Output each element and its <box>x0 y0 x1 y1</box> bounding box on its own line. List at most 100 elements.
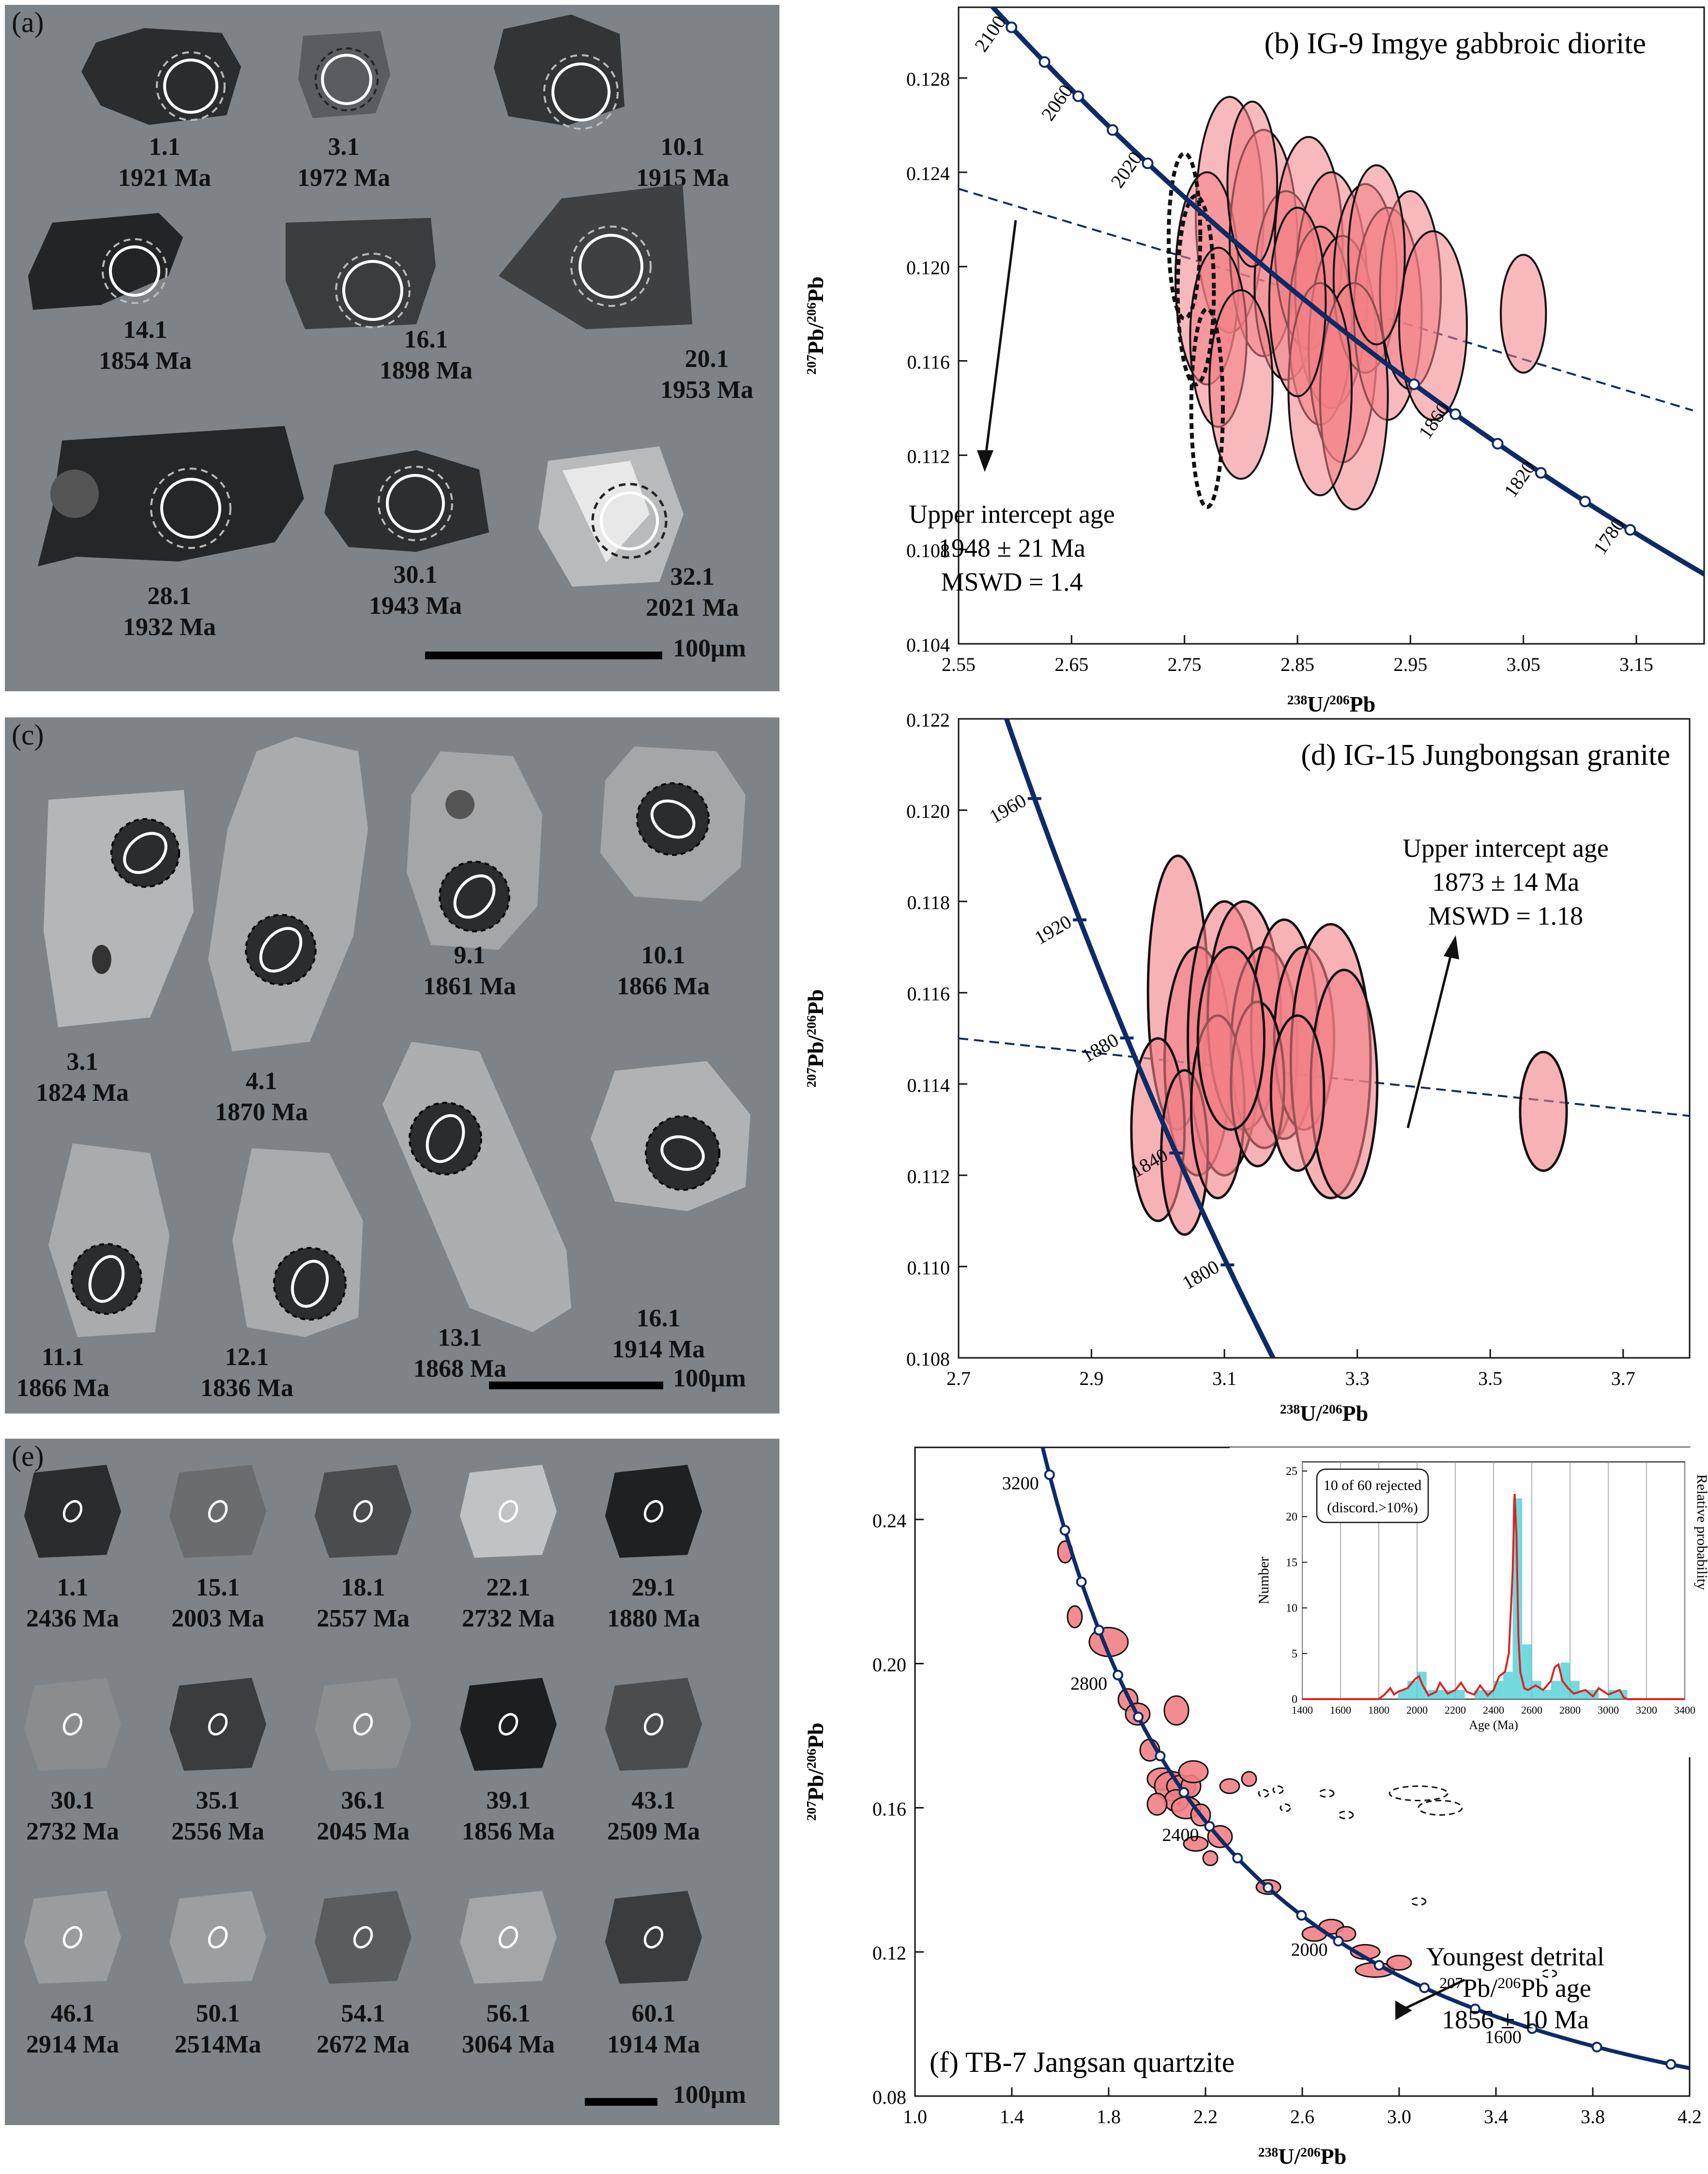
annotation-line3: MSWD = 1.4 <box>941 567 1083 596</box>
inset-y-tick-label: 0 <box>1292 1693 1297 1706</box>
x-tick-label: 3.1 <box>1212 1368 1236 1389</box>
annotation-arrow <box>1403 1978 1465 2010</box>
inset-x-tick-label: 2600 <box>1521 1704 1542 1716</box>
zircon-grain <box>455 1671 562 1780</box>
grain-label: 36.1 2045 Ma <box>316 1787 410 1845</box>
annotation-arrow <box>1406 948 1454 1128</box>
zircon-grain <box>600 1884 707 1993</box>
grain-label: 43.1 2509 Ma <box>607 1787 701 1845</box>
rejected-ellipse <box>1410 1897 1427 1906</box>
scale-bar-label: 100μm <box>673 2081 746 2109</box>
inset-y-tick-label: 10 <box>1286 1602 1297 1615</box>
concordia-age-label: 2400 <box>1162 1825 1199 1845</box>
annotation-line1: Youngest detrital <box>1426 1942 1604 1971</box>
zircon-grain <box>208 737 368 1051</box>
concordia-age-marker <box>1155 1750 1166 1762</box>
data-ellipse <box>1183 1836 1209 1852</box>
data-ellipse <box>1196 945 1266 1131</box>
y-tick-label: 0.122 <box>906 712 950 731</box>
zircon-grain <box>382 1042 571 1332</box>
zircon-grain <box>600 746 746 901</box>
y-tick-label: 0.128 <box>906 68 950 90</box>
scale-bar <box>585 2098 657 2106</box>
concordia-age-marker <box>1624 524 1636 536</box>
x-tick-label: 1.8 <box>1097 2106 1121 2128</box>
concordia-age-label: 1600 <box>1485 2027 1522 2048</box>
grain-label: 54.1 2672 Ma <box>316 2000 410 2058</box>
zircon-grain <box>19 1458 126 1567</box>
concordia-age-marker <box>1038 56 1051 68</box>
grain-label: 39.1 1856 Ma <box>461 1787 555 1845</box>
x-axis-label: 238U/206Pb <box>1258 2144 1346 2169</box>
discordia-line <box>959 1037 1690 1117</box>
concordia-age-marker <box>1263 1882 1274 1893</box>
panel-a-tag: (a) <box>12 6 44 38</box>
panel-c-tag: (c) <box>12 719 44 751</box>
zircon-grain <box>310 1458 416 1567</box>
grain-label: 50.1 2514Ma <box>174 2000 261 2058</box>
grain-label: 15.1 2003 Ma <box>171 1574 265 1632</box>
inset-x-axis-label: Age (Ma) <box>1469 1718 1518 1732</box>
y-tick-label: 0.16 <box>872 1798 906 1820</box>
data-ellipse <box>1269 1014 1326 1172</box>
concordia-age-marker <box>1526 2023 1538 2034</box>
zircon-grain <box>407 751 542 950</box>
concordia-age-marker <box>1072 90 1084 102</box>
panel-e-tag: (e) <box>12 1440 44 1472</box>
inset-x-tick-label: 3400 <box>1674 1704 1695 1716</box>
concordia-age-marker <box>1665 2059 1677 2070</box>
inset-histogram-bar <box>1541 1690 1551 1699</box>
inset-x-tick-label: 3000 <box>1598 1704 1619 1716</box>
inset-x-tick-label: 3200 <box>1636 1704 1657 1716</box>
concordia-age-marker <box>1142 157 1154 169</box>
grain-label: 20.1 1953 Ma <box>660 345 754 404</box>
concordia-age-marker <box>1232 1853 1243 1864</box>
zircon-grain <box>19 1671 126 1780</box>
concordia-age-marker <box>1373 1960 1385 1971</box>
inset-histogram-bar <box>1455 1690 1465 1699</box>
data-ellipse <box>1067 1605 1083 1628</box>
concordia-age-marker <box>1113 1670 1124 1681</box>
zircon-grain <box>286 218 436 329</box>
inset-x-tick-label: 2000 <box>1406 1704 1428 1716</box>
concordia-age-marker <box>1107 124 1119 136</box>
y-tick-label: 0.110 <box>907 1257 950 1278</box>
annotation-line2: 1948 ± 21 Ma <box>938 533 1085 563</box>
grain-label: 1.1 2436 Ma <box>26 1574 120 1632</box>
rejected-ellipse <box>1258 1789 1269 1798</box>
zircon-grain <box>44 790 194 1027</box>
concordia-age-marker <box>1408 378 1420 390</box>
data-ellipse <box>1219 1778 1240 1794</box>
concordia-age-label: 3200 <box>1002 1473 1039 1493</box>
concordia-age-marker <box>1296 1910 1307 1921</box>
zircon-grain <box>165 1671 271 1780</box>
x-tick-label: 3.15 <box>1619 654 1653 675</box>
grain-label: 32.1 2021 Ma <box>645 563 739 622</box>
panel-e-cl-images: (e) 1.1 2436 Ma 15.1 2003 Ma 18.1 2557 Ma 22.1… <box>5 1439 779 2125</box>
discordia-line <box>959 188 1693 411</box>
chart-d-concordia: 2.7 2.9 3.1 3.3 3.5 3.7 0.108 0.110 0.112 0.114 0.… <box>803 712 1691 1426</box>
grain-label: 10.1 1866 Ma <box>616 942 710 1000</box>
x-tick-label: 3.4 <box>1484 2106 1508 2128</box>
grain-label: 60.1 1914 Ma <box>607 2000 701 2058</box>
scale-bar <box>425 652 662 659</box>
x-tick-label: 3.3 <box>1345 1368 1370 1389</box>
chart-f-concordia: 1.0 1.4 1.8 2.2 2.6 3.0 3.4 3.8 4.2 0.08 0.12 0.16 0… <box>803 1446 1708 2169</box>
inset-y-tick-label: 25 <box>1286 1465 1297 1478</box>
x-tick-label: 3.5 <box>1478 1368 1502 1389</box>
zircon-grain <box>232 1148 363 1337</box>
data-ellipse <box>1226 100 1279 268</box>
grain-label: 12.1 1836 Ma <box>200 1343 294 1402</box>
data-ellipse <box>1241 1771 1257 1787</box>
concordia-age-marker <box>1133 1711 1144 1722</box>
y-tick-label: 0.116 <box>907 983 950 1005</box>
inset-x-tick-label: 2400 <box>1483 1704 1504 1716</box>
y-tick-label: 0.24 <box>872 1510 906 1532</box>
concordia-age-marker <box>1006 21 1018 33</box>
inset-histogram-bar <box>1503 1672 1513 1699</box>
y-tick-label: 0.12 <box>872 1942 906 1964</box>
inset-note-line2: (discord.>10%) <box>1327 1500 1418 1516</box>
zircon-grain <box>165 1884 271 1993</box>
